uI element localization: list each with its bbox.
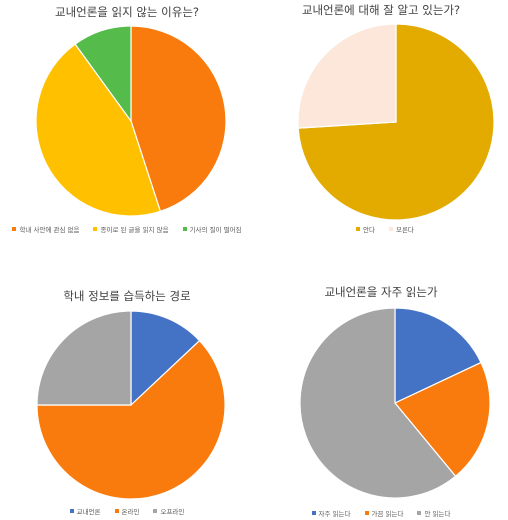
pie-slice-2	[297, 23, 397, 129]
legend-label: 종이로 된 글을 읽지 않음	[100, 226, 169, 234]
legend-item: 모른다	[388, 224, 414, 234]
legend-label: 온라인	[121, 508, 140, 516]
legend-label: 자주 읽는다	[318, 510, 351, 518]
legend-swatch	[182, 227, 187, 231]
legend-item: 자주 읽는다	[311, 508, 351, 518]
chart-panel-1: 교내언론을 읽지 않는 이유는? 학내 사안에 관심 없음 종이로 된 글을 읽지…	[0, 0, 254, 260]
legend-label: 안다	[363, 226, 375, 234]
legend-item: 기사의 질이 떨어짐	[182, 224, 242, 234]
legend-item: 오프라인	[153, 506, 184, 516]
legend-swatch	[69, 509, 74, 513]
pie-slice-2	[35, 43, 162, 217]
legend-swatch	[417, 511, 422, 515]
legend-swatch	[388, 227, 393, 231]
legend-swatch	[93, 227, 98, 231]
legend-label: 안 읽는다	[424, 510, 451, 518]
legend-label: 교내언론	[76, 508, 101, 516]
legend-item: 가끔 읽는다	[364, 508, 404, 518]
legend-item: 온라인	[114, 506, 140, 516]
chart-title: 학내 정보를 습득하는 경로	[63, 289, 191, 303]
legend-swatch	[311, 511, 316, 515]
legend-label: 학내 사안에 관심 없음	[19, 226, 80, 234]
chart-title: 교내언론을 읽지 않는 이유는?	[54, 5, 200, 19]
pie-slice-3	[74, 25, 132, 123]
chart-legend: 안다 모른다	[254, 224, 508, 234]
legend-item: 종이로 된 글을 읽지 않음	[93, 224, 169, 234]
legend-label: 오프라인	[160, 508, 185, 516]
legend-swatch	[114, 509, 119, 513]
pie-slice-1	[130, 310, 201, 407]
legend-label: 가끔 읽는다	[371, 510, 404, 518]
legend-swatch	[364, 511, 369, 515]
legend-label: 모른다	[395, 226, 414, 234]
pie-chart	[36, 310, 226, 500]
chart-panel-4: 교내언론을 자주 읽는가 자주 읽는다 가끔 읽는다 안 읽는다	[254, 260, 508, 520]
chart-panel-2: 교내언론에 대해 잘 알고 있는가? 안다 모른다	[254, 0, 508, 260]
legend-item: 안다	[356, 224, 375, 234]
pie-slice-2	[36, 339, 226, 500]
legend-swatch	[153, 509, 158, 513]
legend-swatch	[356, 227, 360, 231]
chart-legend: 자주 읽는다 가끔 읽는다 안 읽는다	[254, 508, 508, 518]
pie-chart	[35, 25, 227, 217]
legend-swatch	[12, 227, 17, 231]
chart-legend: 학내 사안에 관심 없음 종이로 된 글을 읽지 않음 기사의 질이 떨어짐	[0, 224, 254, 234]
pie-slice-1	[130, 25, 227, 213]
legend-item: 안 읽는다	[417, 508, 450, 518]
pie-slice-2	[394, 361, 491, 478]
chart-legend: 교내언론 온라인 오프라인	[0, 506, 254, 516]
legend-item: 교내언론	[69, 506, 101, 516]
chart-panel-3: 학내 정보를 습득하는 경로 교내언론 온라인 오프라인	[0, 260, 254, 520]
chart-title: 교내언론에 대해 잘 알고 있는가?	[301, 3, 461, 17]
legend-label: 기사의 질이 떨어짐	[189, 226, 242, 234]
pie-slice-1	[394, 307, 482, 404]
legend-item: 학내 사안에 관심 없음	[12, 224, 79, 234]
pie-chart	[299, 307, 491, 499]
pie-slice-3	[299, 307, 457, 499]
pie-chart	[297, 23, 495, 221]
chart-title: 교내언론을 자주 읽는가	[324, 285, 438, 299]
pie-slice-3	[36, 310, 132, 406]
